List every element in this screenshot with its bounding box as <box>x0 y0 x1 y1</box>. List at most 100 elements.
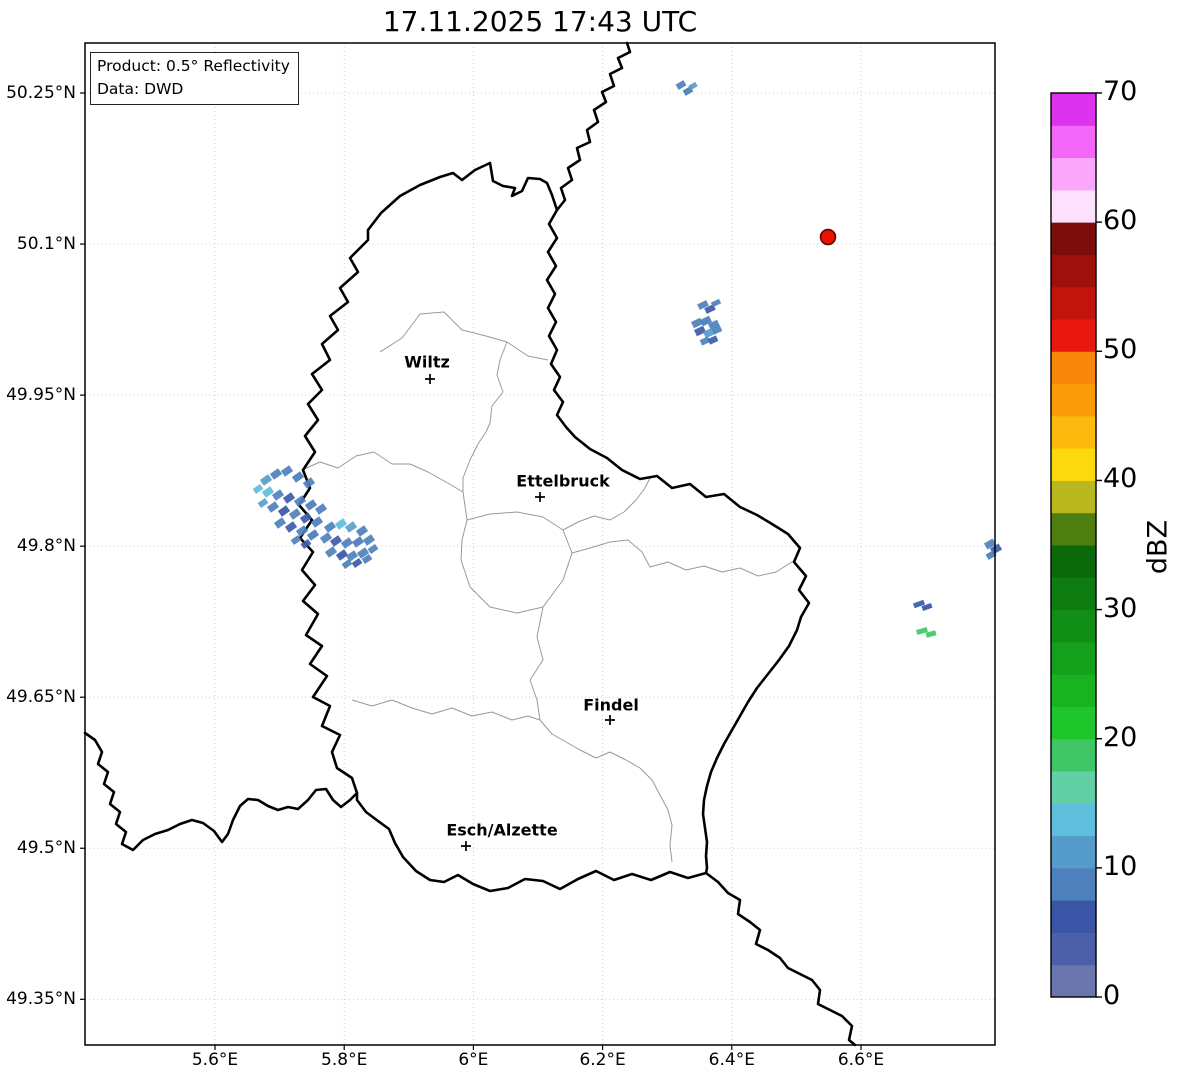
radar-echo-cell <box>290 534 302 546</box>
radar-echo-cell <box>269 468 283 480</box>
colorbar-segment <box>1051 641 1096 675</box>
radar-echo-cell <box>341 558 353 570</box>
y-tick-label: 50.25°N <box>6 83 76 103</box>
radar-echo-cell <box>273 517 287 529</box>
radar-site-marker <box>819 228 837 246</box>
x-tick-label: 6.2°E <box>579 1050 626 1070</box>
radar-echo-cell <box>675 80 687 90</box>
colorbar-segment <box>1051 415 1096 449</box>
admin-border <box>462 341 508 521</box>
x-tick-label: 6.4°E <box>708 1050 755 1070</box>
colorbar-segment <box>1051 835 1096 869</box>
y-tick-label: 50.1°N <box>16 234 76 255</box>
admin-border <box>351 699 541 721</box>
colorbar-segment <box>1051 964 1096 998</box>
city-label: Esch/Alzette <box>446 820 558 840</box>
colorbar-tick-label: 60 <box>1103 205 1138 237</box>
city-label: Findel <box>583 695 639 715</box>
colorbar-segment <box>1051 448 1096 481</box>
radar-echo-cell <box>356 547 370 559</box>
y-tick-label: 49.8°N <box>16 536 76 557</box>
x-tick-label: 6.6°E <box>837 1050 885 1070</box>
colorbar-segment <box>1051 900 1096 933</box>
radar-echo-cell <box>916 627 928 635</box>
colorbar-segment <box>1051 674 1096 707</box>
product-info-line2: Data: DWD <box>97 79 184 98</box>
radar-echo-cell <box>261 486 275 498</box>
colorbar-segment <box>1051 771 1096 804</box>
admin-border <box>301 451 464 493</box>
city-marker <box>535 492 545 502</box>
colorbar-tick-label: 0 <box>1103 980 1121 1011</box>
admin-border <box>562 477 651 531</box>
radar-echo-cell <box>711 325 723 335</box>
y-tick-label: 49.35°N <box>6 989 76 1010</box>
radar-echo-cell <box>259 474 273 486</box>
colorbar-segment <box>1051 383 1096 417</box>
country-border <box>83 731 359 852</box>
radar-echo-cell <box>314 503 328 515</box>
city-label: Ettelbruck <box>516 471 610 491</box>
colorbar-segment <box>1051 706 1096 740</box>
radar-echo-cell <box>257 497 269 509</box>
x-tick-label: 6°E <box>458 1050 489 1070</box>
colorbar-segment <box>1051 577 1096 611</box>
radar-echo-cell <box>304 499 318 511</box>
admin-border <box>529 606 673 863</box>
colorbar-segment <box>1051 545 1096 578</box>
radar-echo-cell <box>344 521 358 533</box>
radar-echo-cell <box>252 483 264 495</box>
colorbar-segment <box>1051 738 1096 772</box>
colorbar-segment <box>1051 609 1096 643</box>
colorbar-segment <box>1051 93 1096 126</box>
colorbar-segment <box>1051 222 1096 255</box>
radar-echo-cell <box>697 300 709 310</box>
plot-title: 17.11.2025 17:43 UTC <box>382 5 698 38</box>
radar-echo-cell <box>284 521 298 533</box>
colorbar-segment <box>1051 254 1096 288</box>
colorbar-segment <box>1051 480 1096 514</box>
colorbar-segment <box>1051 157 1096 191</box>
radar-echo-cell <box>340 537 354 549</box>
radar-echo-cell <box>324 546 338 558</box>
radar-echo-cell <box>355 525 369 537</box>
radar-echo-cell <box>306 529 320 541</box>
product-info-box: Product: 0.5° Reflectivity Data: DWD <box>90 52 299 105</box>
colorbar-segment <box>1051 867 1096 901</box>
radar-echo-cell <box>351 536 365 548</box>
product-info-line1: Product: 0.5° Reflectivity <box>97 57 290 75</box>
radar-echo-cell <box>335 549 349 561</box>
colorbar-segment <box>1051 125 1096 159</box>
radar-echo-cell <box>295 525 309 537</box>
city-marker <box>425 374 435 384</box>
radar-echo-cell <box>710 298 722 308</box>
radar-echo-cell <box>707 319 721 331</box>
radar-echo-cell <box>280 465 294 477</box>
y-tick-label: 49.95°N <box>6 385 76 406</box>
radar-echo-cell <box>329 535 343 547</box>
colorbar-axis-label: dBZ <box>1142 519 1174 575</box>
radar-echo-cell <box>367 543 379 555</box>
radar-echo-cell <box>288 508 302 520</box>
admin-border <box>571 539 796 577</box>
radar-echo-cell <box>921 602 933 612</box>
plot-frame <box>84 42 996 1046</box>
colorbar-tick-label: 10 <box>1103 850 1138 882</box>
radar-echo-cell <box>271 489 285 501</box>
radar-echo-cell <box>699 336 711 346</box>
country-border <box>297 161 811 893</box>
colorbar-segment <box>1051 189 1096 223</box>
radar-echo-cell <box>293 495 307 507</box>
radar-echo-cell <box>688 81 698 91</box>
radar-echo-cell <box>983 538 997 550</box>
radar-echo-cell <box>266 501 280 513</box>
radar-echo-cell <box>361 553 373 565</box>
radar-echo-cell <box>323 521 337 533</box>
radar-echo-cell <box>707 335 719 345</box>
radar-echo-cell <box>319 532 333 544</box>
radar-echo-cell <box>693 325 707 337</box>
colorbar-segment <box>1051 512 1096 546</box>
radar-echo-cell <box>925 630 937 638</box>
